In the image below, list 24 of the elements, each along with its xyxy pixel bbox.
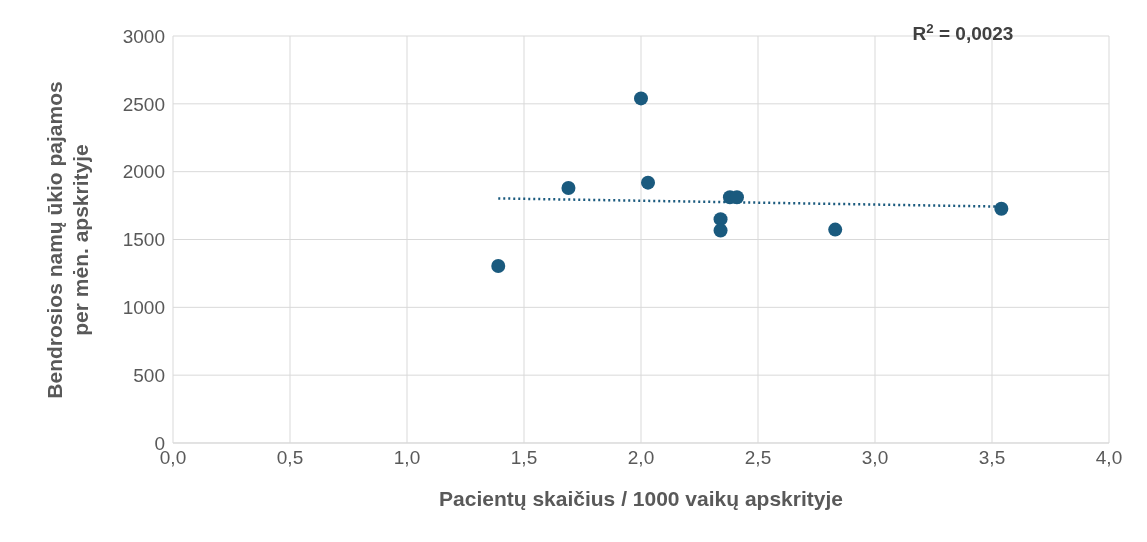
point [634,91,648,106]
y-tick-label: 3000 [122,25,165,47]
y-tick-label: 2500 [122,93,165,115]
point [828,222,843,237]
x-tick-label: 3,0 [861,447,889,469]
x-tick-label: 4,0 [1095,447,1123,469]
x-tick-label: 2,5 [744,447,772,469]
point [994,201,1009,216]
point [561,180,576,195]
y-axis-title: Bendrosios namų ūkio pajamos per mėn. apskrityje [43,81,92,399]
y-tick-label: 2000 [122,161,165,183]
y-tick-label: 1000 [122,297,165,319]
point [491,258,506,273]
point [713,223,728,238]
x-tick-label: 1,5 [510,447,538,469]
y-tick-label: 1500 [122,229,165,251]
x-tick-label: 2,0 [627,447,655,469]
point [641,175,656,190]
x-tick-label: 3,5 [978,447,1006,469]
x-tick-label: 0,5 [276,447,304,469]
y-tick-label: 500 [133,364,165,386]
x-axis-title: Pacientų skaičius / 1000 vaikų apskrityje [439,487,843,510]
annotation: R$^{2}$ = 0,0023 [912,20,1014,44]
x-tick-label: 1,0 [393,447,421,469]
